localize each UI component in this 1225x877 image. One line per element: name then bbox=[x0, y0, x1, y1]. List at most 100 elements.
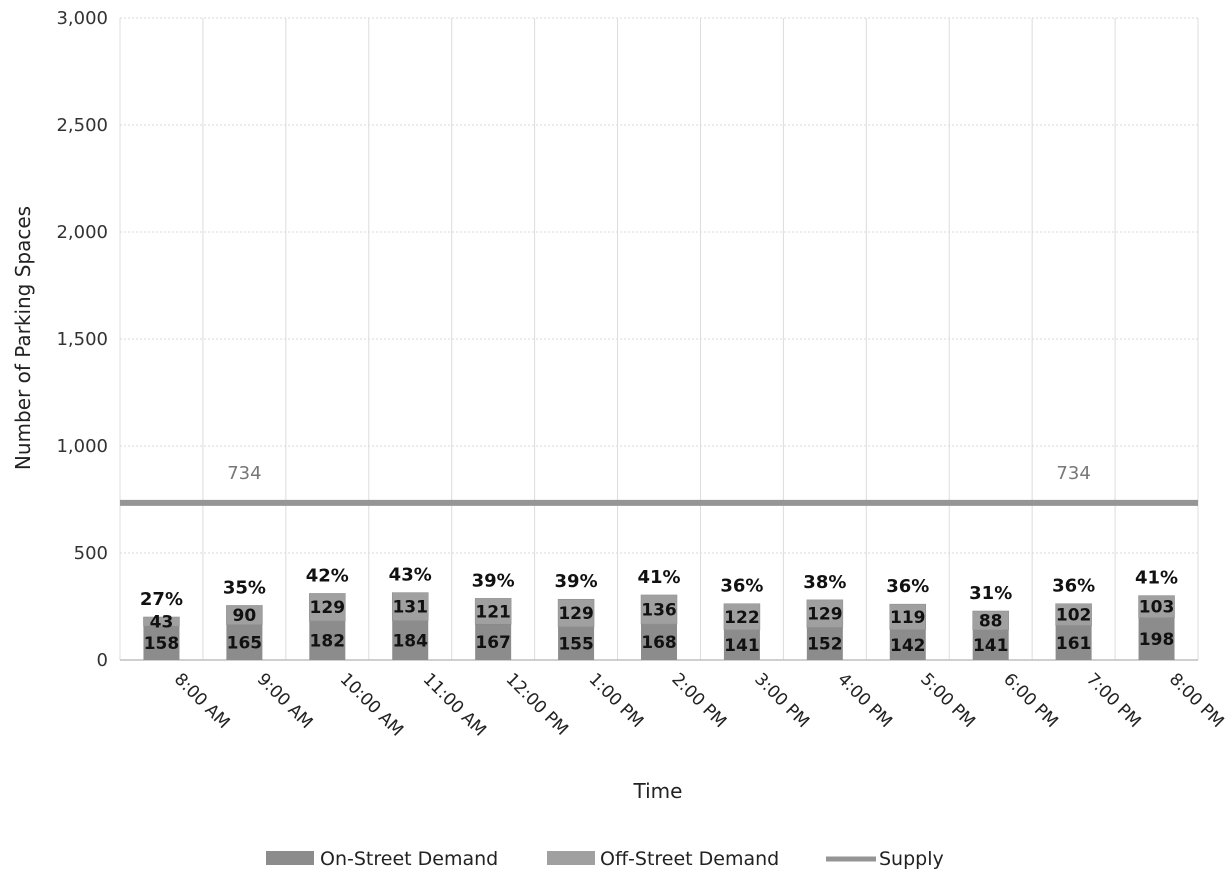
bar-off-street bbox=[640, 594, 678, 625]
bar-on-street bbox=[558, 626, 595, 660]
occupancy-label: 39% bbox=[555, 571, 598, 592]
off-street-value-label: 90 bbox=[233, 606, 257, 626]
on-street-value-label: 198 bbox=[1139, 630, 1175, 650]
bar-off-street bbox=[889, 603, 927, 630]
on-street-value-label: 167 bbox=[475, 633, 511, 653]
off-street-value-label: 136 bbox=[641, 600, 677, 620]
bar-on-street bbox=[972, 629, 1009, 660]
bar-off-street bbox=[557, 598, 595, 628]
off-street-value-label: 102 bbox=[1056, 606, 1092, 626]
on-street-value-label: 141 bbox=[724, 636, 760, 656]
bar-off-street bbox=[309, 593, 346, 622]
bar-off-street bbox=[723, 603, 761, 631]
occupancy-label: 36% bbox=[1052, 576, 1095, 597]
supply-value-label: 734 bbox=[227, 463, 261, 484]
x-axis-title: Time bbox=[633, 779, 683, 803]
x-tick-label: 7:00 PM bbox=[1082, 669, 1145, 732]
bar-on-street bbox=[889, 629, 926, 660]
y-tick-label: 2,000 bbox=[56, 222, 108, 243]
off-street-value-label: 119 bbox=[890, 608, 926, 628]
occupancy-label: 31% bbox=[969, 583, 1012, 604]
bar-on-street bbox=[806, 627, 843, 660]
occupancy-label: 41% bbox=[637, 567, 680, 588]
y-axis-title: Number of Parking Spaces bbox=[11, 206, 35, 470]
on-street-value-label: 165 bbox=[227, 633, 263, 653]
off-street-value-label: 122 bbox=[724, 608, 760, 628]
x-tick-label: 11:00 AM bbox=[419, 669, 490, 740]
bar-off-street bbox=[143, 616, 180, 627]
off-street-value-label: 129 bbox=[558, 604, 594, 624]
x-axis: 8:00 AM 9:00 AM 10:00 AM 11:00 AM 12:00 PM 1:… bbox=[170, 669, 1225, 740]
supply-value-label: 734 bbox=[1056, 463, 1090, 484]
y-tick-label: 2,500 bbox=[56, 115, 108, 136]
bar-off-street bbox=[1138, 595, 1175, 618]
x-tick-label: 8:00 PM bbox=[1165, 669, 1225, 732]
off-street-value-label: 129 bbox=[807, 605, 843, 625]
on-street-value-label: 141 bbox=[973, 636, 1009, 656]
y-tick-label: 1,500 bbox=[56, 329, 108, 350]
on-street-value-label: 158 bbox=[144, 634, 180, 654]
bar-on-street bbox=[309, 621, 346, 660]
y-tick-label: 0 bbox=[97, 650, 108, 671]
x-tick-label: 3:00 PM bbox=[750, 669, 813, 732]
occupancy-label: 39% bbox=[472, 570, 515, 591]
x-tick-label: 9:00 AM bbox=[253, 669, 317, 733]
off-street-value-label: 131 bbox=[392, 598, 428, 618]
legend-label-off-street: Off-Street Demand bbox=[600, 848, 779, 870]
off-street-value-label: 88 bbox=[979, 611, 1003, 631]
bar-on-street bbox=[475, 624, 512, 660]
legend-label-supply: Supply bbox=[879, 848, 944, 870]
occupancy-label: 35% bbox=[223, 577, 266, 598]
x-tick-label: 2:00 PM bbox=[667, 669, 730, 732]
bar-on-street bbox=[1055, 625, 1092, 660]
occupancy-label: 36% bbox=[886, 576, 929, 597]
on-street-value-label: 161 bbox=[1056, 634, 1092, 654]
supply-line-group: 734 734 bbox=[120, 463, 1198, 506]
y-tick-label: 500 bbox=[74, 543, 108, 564]
bar-on-street bbox=[641, 624, 677, 660]
occupancy-label: 42% bbox=[306, 565, 349, 586]
on-street-value-label: 152 bbox=[807, 635, 843, 655]
bar-off-street bbox=[972, 610, 1009, 631]
off-street-value-label: 129 bbox=[310, 598, 346, 618]
off-street-value-label: 103 bbox=[1139, 598, 1175, 618]
on-street-value-label: 168 bbox=[641, 633, 677, 653]
x-tick-label: 1:00 PM bbox=[585, 669, 648, 732]
y-tick-label: 1,000 bbox=[56, 436, 108, 457]
bar-on-street bbox=[392, 620, 429, 660]
bar-off-street bbox=[391, 592, 429, 621]
x-tick-label: 4:00 PM bbox=[833, 669, 896, 732]
on-street-value-label: 182 bbox=[310, 632, 346, 652]
bar-on-street bbox=[226, 624, 263, 660]
occupancy-label: 43% bbox=[389, 565, 432, 586]
x-tick-label: 8:00 AM bbox=[170, 669, 234, 733]
bar-on-street bbox=[143, 626, 180, 660]
legend-swatch-on-street bbox=[266, 851, 314, 865]
bar-off-street bbox=[226, 605, 263, 625]
on-street-value-label: 155 bbox=[558, 634, 594, 654]
bar-off-street bbox=[806, 599, 844, 628]
x-tick-label: 5:00 PM bbox=[916, 669, 979, 732]
bar-on-street bbox=[1138, 617, 1175, 660]
off-street-value-label: 121 bbox=[475, 602, 511, 622]
y-tick-label: 3,000 bbox=[56, 8, 108, 29]
on-street-value-label: 184 bbox=[392, 631, 428, 651]
occupancy-label: 41% bbox=[1135, 568, 1178, 589]
x-tick-label: 10:00 AM bbox=[336, 669, 407, 740]
x-tick-label: 12:00 PM bbox=[502, 669, 572, 739]
gridlines bbox=[119, 17, 1199, 661]
bar-off-street bbox=[474, 598, 512, 625]
legend: On-Street Demand Off-Street Demand Supply bbox=[266, 848, 944, 870]
occupancy-label: 27% bbox=[140, 589, 183, 610]
bar-off-street bbox=[1055, 603, 1092, 626]
occupancy-label: 38% bbox=[803, 572, 846, 593]
occupancy-label: 36% bbox=[720, 576, 763, 597]
legend-label-on-street: On-Street Demand bbox=[320, 848, 498, 870]
legend-swatch-off-street bbox=[547, 851, 595, 865]
y-axis: 0 500 1,000 1,500 2,000 2,500 3,000 bbox=[56, 8, 108, 671]
x-tick-label: 6:00 PM bbox=[999, 669, 1062, 732]
bar-on-street bbox=[723, 629, 760, 660]
on-street-value-label: 142 bbox=[890, 636, 926, 656]
